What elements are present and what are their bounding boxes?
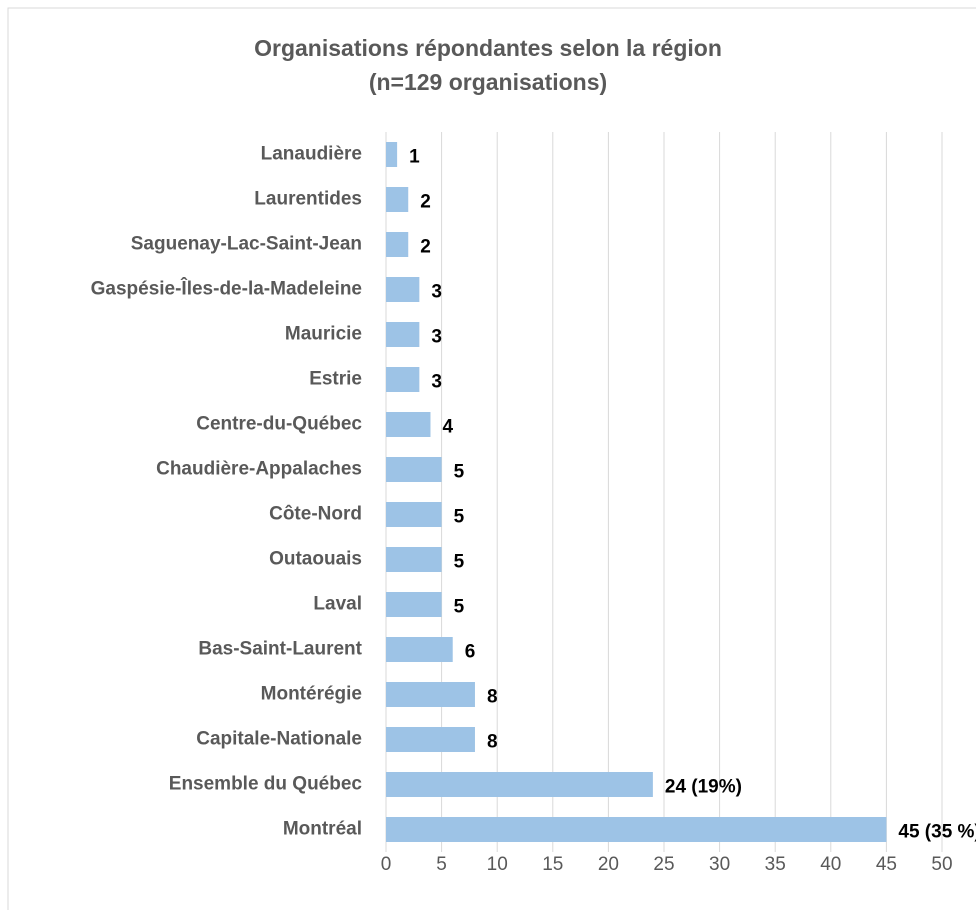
- bar: [386, 817, 887, 842]
- y-tick-label: Bas-Saint-Laurent: [198, 639, 362, 660]
- data-label: 5: [454, 552, 465, 573]
- y-tick-label: Montréal: [283, 819, 362, 840]
- x-tick-label: 20: [598, 854, 619, 875]
- data-label: 1: [409, 147, 420, 168]
- x-tick-label: 40: [820, 854, 841, 875]
- bar: [386, 457, 442, 482]
- bar: [386, 367, 420, 392]
- y-tick-label: Centre-du-Québec: [196, 414, 362, 435]
- chart-title: Organisations répondantes selon la régio…: [254, 35, 722, 61]
- x-tick-label: 25: [653, 854, 674, 875]
- y-tick-label: Gaspésie-Îles-de-la-Madeleine: [91, 278, 362, 300]
- x-tick-label: 5: [436, 854, 447, 875]
- y-tick-label: Estrie: [309, 369, 362, 390]
- data-label: 5: [454, 462, 465, 483]
- y-tick-label: Laval: [313, 594, 362, 615]
- y-tick-label: Montérégie: [261, 684, 362, 705]
- x-tick-label: 45: [876, 854, 897, 875]
- data-label: 4: [442, 417, 453, 438]
- data-label: 2: [420, 237, 431, 258]
- data-label: 24 (19%): [665, 777, 742, 798]
- bar: [386, 502, 442, 527]
- bar: [386, 142, 398, 167]
- bar: [386, 727, 475, 752]
- y-tick-label: Outaouais: [269, 549, 362, 570]
- data-label: 5: [454, 597, 465, 618]
- data-label: 8: [487, 732, 498, 753]
- y-tick-label: Lanaudière: [261, 144, 362, 165]
- y-tick-label: Mauricie: [285, 324, 362, 345]
- y-tick-label: Côte-Nord: [269, 504, 362, 525]
- x-tick-label: 10: [487, 854, 508, 875]
- data-label: 2: [420, 192, 431, 213]
- bar: [386, 277, 420, 302]
- bar: [386, 592, 442, 617]
- data-label: 45 (35 %): [898, 822, 976, 843]
- x-tick-label: 35: [765, 854, 786, 875]
- y-tick-label: Saguenay-Lac-Saint-Jean: [131, 234, 362, 255]
- data-label: 5: [454, 507, 465, 528]
- data-label: 6: [465, 642, 476, 663]
- y-tick-label: Laurentides: [254, 189, 362, 210]
- chart-subtitle: (n=129 organisations): [369, 69, 607, 95]
- bar: [386, 232, 409, 257]
- bar: [386, 547, 442, 572]
- y-tick-label: Ensemble du Québec: [169, 774, 363, 795]
- bar: [386, 682, 475, 707]
- bar: [386, 322, 420, 347]
- x-tick-label: 50: [931, 854, 952, 875]
- bar: [386, 637, 453, 662]
- x-tick-label: 30: [709, 854, 730, 875]
- x-tick-label: 0: [381, 854, 392, 875]
- bar: [386, 772, 653, 797]
- data-label: 3: [431, 282, 442, 303]
- bar: [386, 187, 409, 212]
- chart-frame: [7, 7, 976, 910]
- data-label: 3: [431, 372, 442, 393]
- y-tick-label: Chaudière-Appalaches: [156, 459, 362, 480]
- x-tick-label: 15: [542, 854, 563, 875]
- data-label: 3: [431, 327, 442, 348]
- y-tick-label: Capitale-Nationale: [196, 729, 362, 750]
- bar: [386, 412, 431, 437]
- data-label: 8: [487, 687, 498, 708]
